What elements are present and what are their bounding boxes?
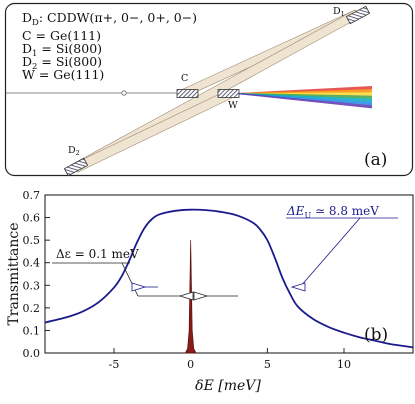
- x-ticks: -5 0 5 10: [109, 348, 351, 371]
- label-d1: D1: [333, 6, 345, 18]
- panel-a: DD: CDDW(π+, 0−, 0+, 0−) C = Ge(111) D1 …: [4, 2, 414, 177]
- x-tick-label-1: 0: [187, 358, 194, 371]
- beam-paths: [70, 9, 363, 173]
- y-tick-label-2: 0.2: [23, 302, 41, 315]
- y-tick-label-1: 0.1: [23, 324, 41, 337]
- plot-frame: [44, 194, 414, 354]
- x-tick-label-3: 10: [337, 358, 351, 371]
- crystal-line-w: W = Ge(111): [22, 67, 104, 82]
- annotation-narrow-arrow-left: [178, 291, 194, 301]
- y-tick-label-5: 0.5: [23, 234, 41, 247]
- output-spectrum: [238, 86, 372, 109]
- y-tick-label-7: 0.7: [23, 189, 41, 202]
- panel-b: 0.0 0.1 0.2 0.3 0.4 0.5 0.6 0.7 -5 0 5 10 Δε = 0.1…: [6, 189, 414, 394]
- crystal-c: [176, 89, 199, 98]
- y-axis-label: Transmittance: [6, 222, 22, 325]
- annotation-wide-arrow-left: [131, 282, 147, 292]
- y-tick-label-3: 0.3: [23, 279, 41, 292]
- series-wide-curve: [44, 208, 414, 349]
- annotation-narrow-leader-diag: [121, 262, 139, 297]
- setup-title: DD: CDDW(π+, 0−, 0+, 0−): [22, 10, 197, 28]
- crystal-d1: [345, 5, 371, 25]
- panel-b-label: (b): [364, 325, 388, 345]
- panel-a-label: (a): [364, 150, 387, 170]
- x-tick-label-0: -5: [109, 358, 120, 371]
- crystal-line-d2: D2 = Si(800): [22, 54, 102, 72]
- label-w: W: [228, 100, 238, 111]
- crystal-line-d1: D1 = Si(800): [22, 41, 102, 59]
- y-tick-label-6: 0.6: [23, 212, 41, 225]
- x-axis-label: δE [meV]: [195, 378, 261, 394]
- annotation-narrow: Δε = 0.1 meV: [56, 247, 139, 261]
- label-c: C: [181, 73, 188, 84]
- beam-marker: [121, 90, 127, 96]
- y-ticks: 0.0 0.1 0.2 0.3 0.4 0.5 0.6 0.7: [23, 189, 50, 360]
- y-tick-label-0: 0.0: [23, 347, 41, 360]
- spectrum-band-6: [238, 93, 372, 109]
- annotation-wide-leader: [299, 217, 361, 288]
- y-tick-label-4: 0.4: [23, 257, 41, 270]
- x-tick-label-2: 5: [264, 358, 271, 371]
- crystal-list: C = Ge(111) D1 = Si(800) D2 = Si(800) W …: [22, 28, 104, 82]
- crystal-d2: [63, 157, 89, 177]
- crystal-line-c: C = Ge(111): [22, 28, 101, 43]
- annotation-wide: ΔEU ≃ 8.8 meV: [286, 204, 379, 220]
- label-d2: D2: [68, 145, 80, 157]
- spectrum-band-2: [238, 92, 372, 96]
- crystal-w: [217, 89, 240, 98]
- annotation-narrow-arrow-right: [193, 291, 209, 301]
- annotation-wide-arrow-right: [290, 282, 306, 292]
